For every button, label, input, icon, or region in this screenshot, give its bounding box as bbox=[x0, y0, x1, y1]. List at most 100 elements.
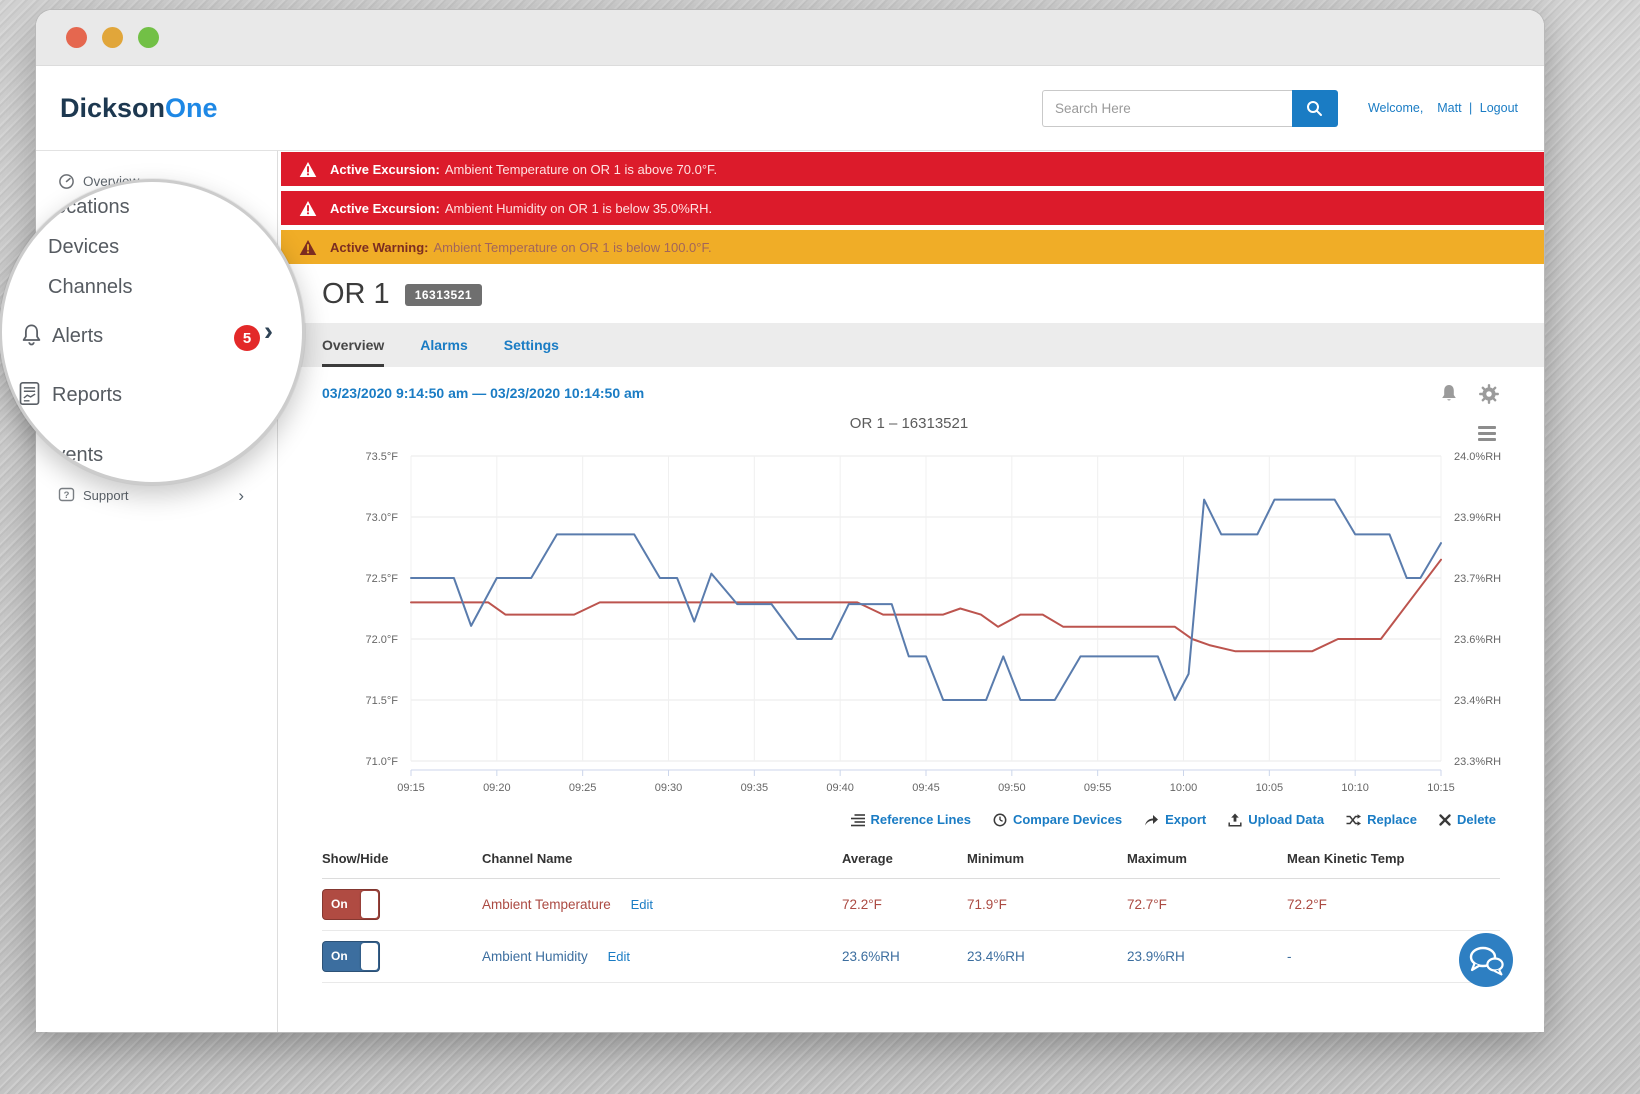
average-value: 72.2°F bbox=[842, 897, 967, 912]
toggle-label: On bbox=[331, 949, 348, 963]
reference-lines-button[interactable]: Reference Lines bbox=[851, 812, 971, 827]
tab-overview[interactable]: Overview bbox=[322, 323, 384, 367]
sidebar-item-events[interactable]: Events bbox=[42, 444, 103, 467]
column-header: Channel Name bbox=[482, 851, 842, 866]
export-button[interactable]: Export bbox=[1144, 812, 1206, 827]
svg-text:71.0°F: 71.0°F bbox=[365, 756, 398, 768]
svg-text:72.5°F: 72.5°F bbox=[365, 573, 398, 585]
report-icon bbox=[16, 380, 43, 412]
sidebar-item-support[interactable]: ? Support › bbox=[58, 487, 258, 504]
sidebar-item-channels[interactable]: Channels bbox=[48, 276, 133, 299]
column-header: Average bbox=[842, 851, 967, 866]
svg-text:09:50: 09:50 bbox=[998, 782, 1026, 794]
sidebar-item-alerts[interactable]: Alerts bbox=[52, 325, 103, 348]
minimum-value: 23.4%RH bbox=[967, 949, 1127, 964]
page-title-row: OR 1 16313521 bbox=[322, 278, 1544, 311]
action-label: Export bbox=[1165, 812, 1206, 827]
date-range-selector[interactable]: 03/23/2020 9:14:50 am — 03/23/2020 10:14… bbox=[322, 385, 1496, 401]
alert-banner-excursion-humidity[interactable]: Active Excursion: Ambient Humidity on OR… bbox=[281, 191, 1544, 225]
banner-text: Ambient Humidity on OR 1 is below 35.0%R… bbox=[445, 201, 712, 216]
user-links: Welcome, Matt | Logout bbox=[1368, 101, 1518, 115]
svg-text:73.0°F: 73.0°F bbox=[365, 512, 398, 524]
mean-kinetic-temp-value: 72.2°F bbox=[1287, 897, 1500, 912]
action-label: Upload Data bbox=[1248, 812, 1324, 827]
chevron-right-icon[interactable]: › bbox=[264, 316, 273, 347]
main-content: Active Excursion: Ambient Temperature on… bbox=[278, 150, 1544, 1032]
compare-devices-icon bbox=[993, 813, 1007, 827]
browser-window: DicksonOne Welcome, Matt | Logout Overvi… bbox=[36, 10, 1544, 1032]
svg-text:?: ? bbox=[64, 490, 70, 501]
svg-text:09:55: 09:55 bbox=[1084, 782, 1112, 794]
app-body: Overview ? Support › Locations Devices C… bbox=[36, 150, 1544, 1032]
show-hide-toggle[interactable]: On bbox=[322, 889, 380, 920]
action-label: Replace bbox=[1367, 812, 1417, 827]
column-header: Show/Hide bbox=[322, 851, 482, 866]
upload-data-button[interactable]: Upload Data bbox=[1228, 812, 1324, 827]
banner-bold-label: Active Excursion: bbox=[330, 162, 440, 177]
chart-actions: Reference Lines Compare Devices Export bbox=[278, 800, 1544, 833]
warning-triangle-icon bbox=[299, 239, 317, 256]
replace-button[interactable]: Replace bbox=[1346, 812, 1417, 827]
delete-button[interactable]: Delete bbox=[1439, 812, 1496, 827]
upload-icon bbox=[1228, 813, 1242, 827]
action-label: Delete bbox=[1457, 812, 1496, 827]
chat-support-button[interactable] bbox=[1458, 932, 1514, 988]
compare-devices-button[interactable]: Compare Devices bbox=[993, 812, 1122, 827]
tab-settings[interactable]: Settings bbox=[504, 323, 559, 367]
show-hide-toggle[interactable]: On bbox=[322, 941, 380, 972]
maximize-window-button[interactable] bbox=[138, 27, 159, 48]
chat-bubbles-icon bbox=[1458, 932, 1514, 988]
chart-title: OR 1 – 16313521 bbox=[322, 415, 1496, 432]
svg-text:09:45: 09:45 bbox=[912, 782, 940, 794]
page-title: OR 1 bbox=[322, 278, 390, 311]
banner-text: Ambient Temperature on OR 1 is above 70.… bbox=[445, 162, 717, 177]
tab-bar: Overview Alarms Settings bbox=[278, 323, 1544, 367]
bell-icon bbox=[18, 322, 45, 354]
alert-banner-warning-temperature[interactable]: Active Warning: Ambient Temperature on O… bbox=[281, 230, 1544, 264]
svg-text:09:40: 09:40 bbox=[826, 782, 854, 794]
svg-text:71.5°F: 71.5°F bbox=[365, 695, 398, 707]
sidebar-item-reports[interactable]: Reports bbox=[52, 384, 122, 407]
chart-context-menu-icon[interactable] bbox=[1478, 423, 1496, 444]
sidebar-item-devices[interactable]: Devices bbox=[48, 236, 119, 259]
warning-triangle-icon bbox=[299, 161, 317, 178]
maximum-value: 72.7°F bbox=[1127, 897, 1287, 912]
minimum-value: 71.9°F bbox=[967, 897, 1127, 912]
average-value: 23.6%RH bbox=[842, 949, 967, 964]
window-titlebar bbox=[36, 10, 1544, 66]
user-name-link[interactable]: Matt bbox=[1437, 101, 1461, 115]
chevron-right-icon: › bbox=[238, 486, 244, 506]
minimize-window-button[interactable] bbox=[102, 27, 123, 48]
delete-x-icon bbox=[1439, 814, 1451, 826]
action-label: Compare Devices bbox=[1013, 812, 1122, 827]
bell-icon[interactable] bbox=[1438, 383, 1460, 405]
search-input[interactable] bbox=[1042, 90, 1292, 127]
alerts-count-badge: 5 bbox=[234, 325, 260, 351]
svg-text:73.5°F: 73.5°F bbox=[365, 451, 398, 463]
banner-bold-label: Active Warning: bbox=[330, 240, 428, 255]
logo-accent: One bbox=[165, 93, 218, 123]
toggle-label: On bbox=[331, 897, 348, 911]
close-window-button[interactable] bbox=[66, 27, 87, 48]
tab-alarms[interactable]: Alarms bbox=[420, 323, 467, 367]
desktop: { "header": { "logo_primary": "Dickson",… bbox=[0, 0, 1640, 1094]
table-header-row: Show/Hide Channel Name Average Minimum M… bbox=[322, 837, 1500, 879]
device-id-badge: 16313521 bbox=[405, 284, 482, 306]
logo-primary: Dickson bbox=[60, 93, 165, 123]
sidebar-item-locations[interactable]: Locations bbox=[44, 196, 130, 219]
search-icon bbox=[1306, 100, 1323, 117]
alert-banner-excursion-temperature[interactable]: Active Excursion: Ambient Temperature on… bbox=[281, 152, 1544, 186]
edit-channel-link[interactable]: Edit bbox=[608, 949, 630, 964]
magnifier-lens: Locations Devices Channels Alerts 5 › Re… bbox=[0, 179, 305, 485]
logout-link[interactable]: Logout bbox=[1480, 101, 1518, 115]
gear-icon[interactable] bbox=[1478, 383, 1500, 405]
svg-text:09:25: 09:25 bbox=[569, 782, 597, 794]
edit-channel-link[interactable]: Edit bbox=[631, 897, 653, 912]
warning-triangle-icon bbox=[299, 200, 317, 217]
dicksonone-logo[interactable]: DicksonOne bbox=[60, 93, 218, 124]
chart-svg: 73.5°F24.0%RH73.0°F23.9%RH72.5°F23.7%RH7… bbox=[322, 436, 1528, 800]
search-button[interactable] bbox=[1292, 90, 1338, 127]
table-row: On Ambient Temperature Edit 72.2°F 71.9°… bbox=[322, 879, 1500, 931]
reference-lines-icon bbox=[851, 813, 865, 827]
svg-text:09:35: 09:35 bbox=[741, 782, 769, 794]
